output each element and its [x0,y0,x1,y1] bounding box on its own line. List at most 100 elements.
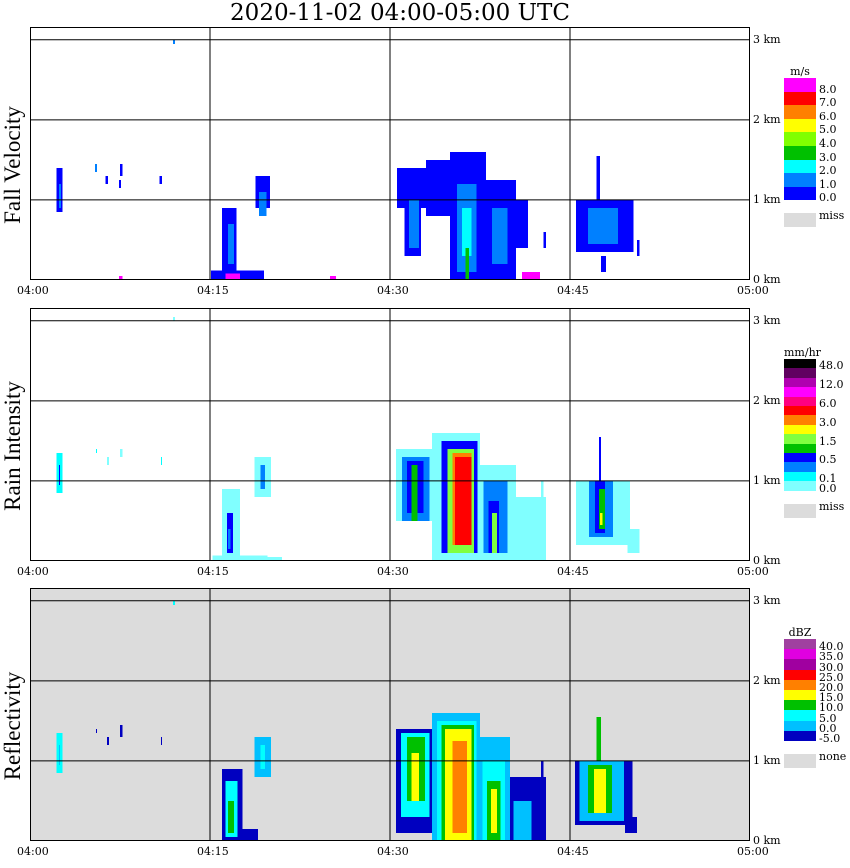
panel-title: Reflectivity [0,671,25,781]
colorbar-swatch [784,105,816,119]
data-cell [601,255,606,272]
plot-area [30,27,750,280]
data-cell [411,752,419,801]
colorbar-swatch [784,481,816,491]
data-cell [259,191,267,216]
colorbar-swatch [784,669,816,680]
y-tick-label: 2 km [753,112,781,126]
figure-title: 2020-11-02 04:00-05:00 UTC [230,0,570,26]
data-cell [58,744,60,765]
colorbar-label: 15.0 [819,691,844,705]
colorbar-swatch [784,186,816,201]
data-cell [160,456,162,465]
data-cell [94,163,98,172]
colorbar-swatch [784,424,816,435]
y-tick-label: 3 km [753,313,781,327]
data-cell [454,456,472,545]
colorbar-swatch [784,471,816,482]
data-cell [513,800,532,841]
colorbar-swatch [784,159,816,174]
x-tick-label: 04:15 [197,565,229,578]
data-cell [160,736,162,745]
data-cell [462,207,472,256]
colorbar-label: 2.0 [819,164,837,178]
x-tick-label: 04:15 [197,845,229,858]
x-tick-label: 04:00 [17,565,49,578]
data-cell [452,740,467,833]
data-cell [118,179,122,188]
x-tick-label: 04:30 [377,284,409,297]
x-tick-label: 05:00 [737,284,769,297]
colorbar-swatch [784,710,816,721]
y-tick-label: 2 km [753,673,781,687]
data-cell [627,528,640,553]
colorbar-label: 35.0 [819,650,844,664]
colorbar-label: 48.0 [819,359,844,373]
colorbar-swatch [784,146,816,160]
colorbar-label: 6.0 [819,109,837,123]
data-cell [596,155,600,200]
y-tick-label: 0 km [753,834,781,847]
x-tick-label: 04:15 [197,284,229,297]
data-cell [118,275,123,280]
panel-title: Rain Intensity [0,381,25,511]
colorbar-swatch [784,453,816,463]
data-cell [330,275,336,280]
x-tick-label: 04:00 [17,284,49,297]
data-cell [625,816,638,833]
data-cell [600,512,603,525]
y-tick-label: 1 km [753,753,781,767]
y-tick-label: 0 km [753,554,781,567]
x-tick-label: 04:45 [557,565,589,578]
colorbar-swatch [784,132,816,146]
panel-rain-intensity: Rain Intensity 04:00 04:15 04:30 04:45 05:00… [0,308,850,588]
data-cell [172,39,176,44]
colorbar-label: 10.0 [819,701,844,715]
data-cell [96,448,98,453]
data-cell [260,744,266,769]
data-cell [522,271,540,280]
data-cell [594,768,606,813]
colorbar-swatch [784,78,816,92]
colorbar-swatch [784,396,816,406]
colorbar-label: 3.0 [819,415,837,429]
colorbar-label: 8.0 [819,82,837,96]
panel-fall-velocity: Fall Velocity 04:00 04:15 04:30 04:45 05:00 0… [0,27,850,307]
data-cell [237,828,258,841]
colorbar-missing-swatch [784,503,816,518]
colorbar-unit: dBZ [788,626,812,639]
colorbar-swatch [784,387,816,397]
colorbar-swatch [784,91,816,106]
colorbar-missing-label: miss [819,209,845,223]
colorbar-label: 5.0 [819,711,837,725]
panel-title: Fall Velocity [0,106,25,224]
data-cell [492,512,497,553]
colorbar-swatch [784,700,816,711]
panel-reflectivity: Reflectivity 04:00 04:15 04:30 04:45 05:00 0 … [0,588,850,868]
data-cell [426,159,450,216]
colorbar-label: 30.0 [819,660,844,674]
colorbar-label: 5.0 [819,123,837,137]
data-cell [172,600,176,605]
colorbar-label: 12.0 [819,378,844,392]
colorbar-unit: m/s [790,65,810,78]
colorbar-label: 4.0 [819,137,837,150]
data-cell [598,488,605,529]
y-tick-label: 3 km [753,593,781,607]
plot-frame [30,308,750,561]
plot-area [30,588,750,841]
colorbar-label: 7.0 [819,96,837,110]
colorbar-missing-label: none [819,750,847,763]
x-tick-label: 04:30 [377,845,409,858]
colorbar-missing-swatch [784,754,816,768]
data-cell [58,464,60,485]
colorbar-unit: mm/hr [784,346,821,359]
colorbar-swatch [784,659,816,670]
data-cell [228,528,231,549]
y-tick-label: 0 km [753,273,781,286]
colorbar-swatch [784,377,816,388]
data-cell [105,175,108,184]
data-cell [106,736,110,745]
data-cell [588,207,618,244]
